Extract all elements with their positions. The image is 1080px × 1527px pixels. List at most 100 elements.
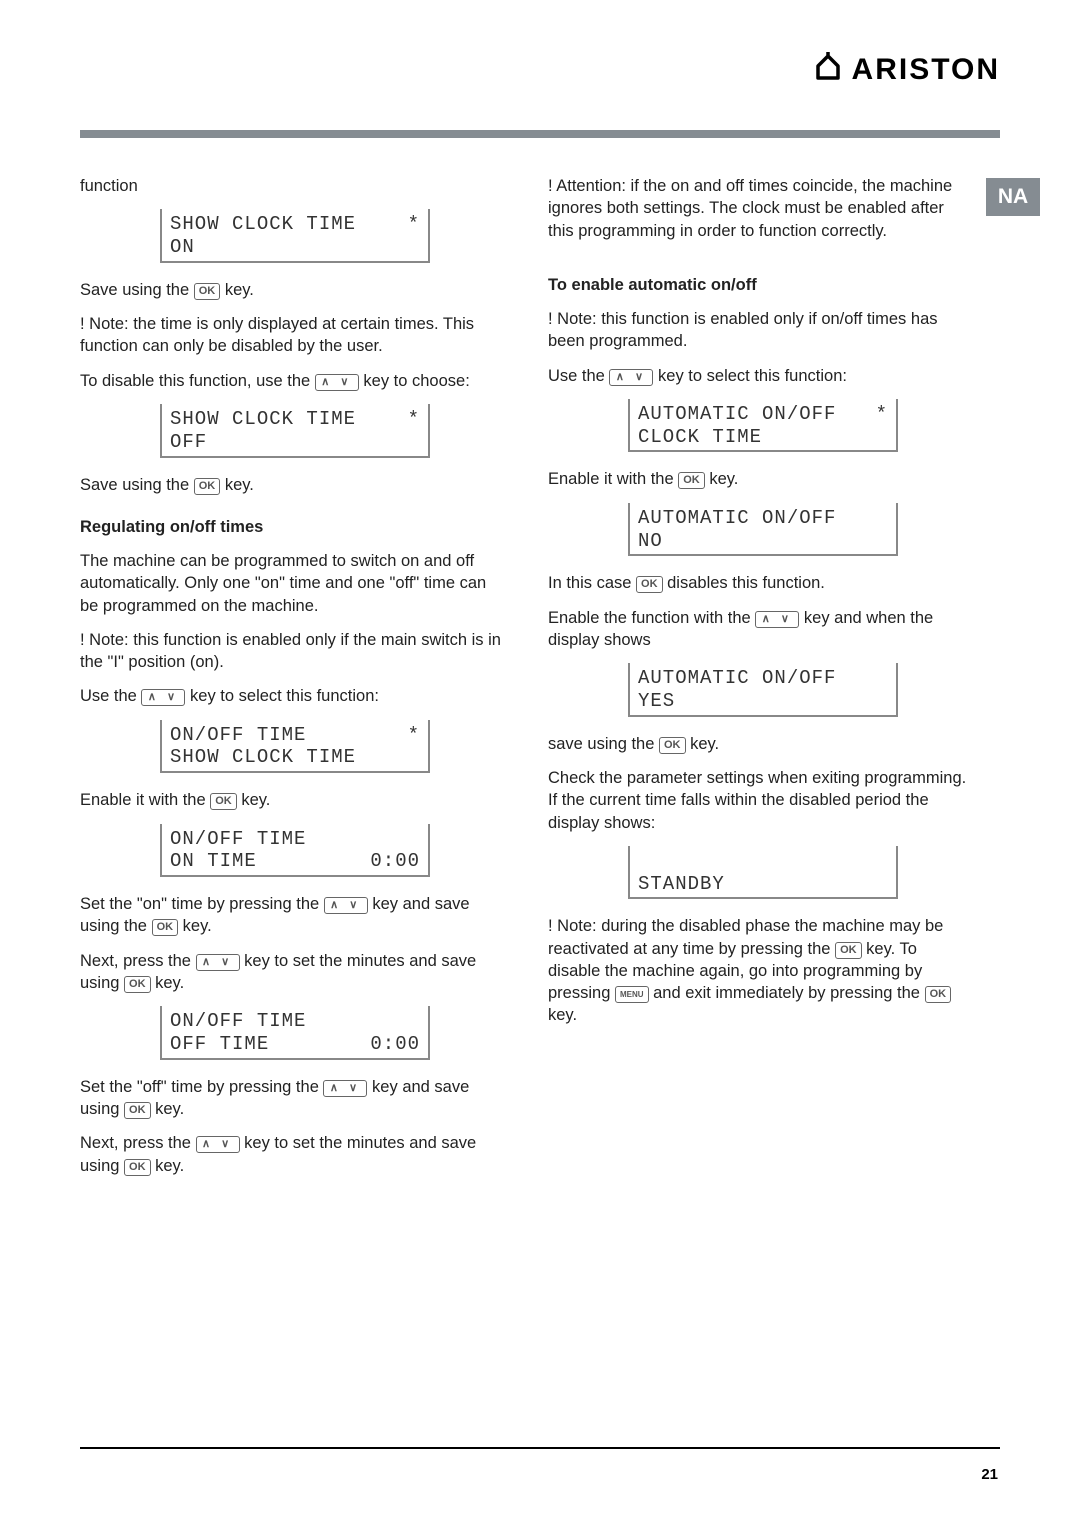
lcd-line: ON/OFF TIME (170, 1010, 306, 1033)
na-badge: NA (986, 178, 1040, 216)
t: key. (151, 974, 185, 992)
ok-key-icon: OK (194, 478, 221, 495)
footer-rule (80, 1447, 1000, 1449)
t: key. (705, 470, 739, 488)
header-rule (80, 130, 1000, 138)
text: Use the ∧ ∨ key to select this function: (548, 365, 970, 387)
text: Set the "off" time by pressing the ∧ ∨ k… (80, 1076, 502, 1121)
arrows-key-icon: ∧ ∨ (196, 1136, 240, 1153)
t: Use the (548, 367, 609, 385)
lcd-line: OFF TIME (170, 1033, 269, 1056)
lcd-display: SHOW CLOCK TIME* OFF (160, 404, 430, 458)
lcd-line: CLOCK TIME (638, 426, 762, 449)
t: In this case (548, 574, 636, 592)
text: To disable this function, use the ∧ ∨ ke… (80, 370, 502, 392)
text: ! Attention: if the on and off times coi… (548, 175, 970, 242)
text: Check the parameter settings when exitin… (548, 767, 970, 834)
text: Use the ∧ ∨ key to select this function: (80, 685, 502, 707)
t: and exit immediately by pressing the (649, 984, 925, 1002)
text: ! Note: the time is only displayed at ce… (80, 313, 502, 358)
lcd-display: SHOW CLOCK TIME * ON (160, 209, 430, 263)
t: key to choose: (359, 372, 470, 390)
lcd-line: STANDBY (638, 873, 725, 896)
t: key. (237, 791, 271, 809)
house-icon (814, 52, 842, 88)
ok-key-icon: OK (124, 976, 151, 993)
t: key. (220, 281, 254, 299)
ok-key-icon: OK (835, 942, 862, 959)
t: Use the (80, 687, 141, 705)
lcd-line: AUTOMATIC ON/OFF (638, 667, 836, 690)
ok-key-icon: OK (636, 576, 663, 593)
lcd-line: ON (170, 236, 195, 259)
t: Enable the function with the (548, 609, 755, 627)
text: Save using the OK key. (80, 474, 502, 496)
arrows-key-icon: ∧ ∨ (141, 689, 185, 706)
lcd-line: ON TIME (170, 850, 257, 873)
arrows-key-icon: ∧ ∨ (609, 369, 653, 386)
text: Set the "on" time by pressing the ∧ ∨ ke… (80, 893, 502, 938)
right-column: ! Attention: if the on and off times coi… (548, 175, 970, 1189)
t: key. (178, 917, 212, 935)
text: Enable it with the OK key. (548, 468, 970, 490)
lcd-val: 0:00 (370, 1033, 420, 1056)
brand-text: ARISTON (852, 53, 1000, 87)
t: disables this function. (663, 574, 825, 592)
lcd-display: STANDBY (628, 846, 898, 900)
text: Enable it with the OK key. (80, 789, 502, 811)
lcd-line: SHOW CLOCK TIME (170, 213, 356, 236)
lcd-line: OFF (170, 431, 207, 454)
text: Save using the OK key. (80, 279, 502, 301)
text: Next, press the ∧ ∨ key to set the minut… (80, 1132, 502, 1177)
text: Enable the function with the ∧ ∨ key and… (548, 607, 970, 652)
menu-key-icon: MENU (615, 986, 649, 1003)
t: key. (220, 476, 254, 494)
lcd-star: * (876, 403, 888, 426)
lcd-line: NO (638, 530, 663, 553)
ok-key-icon: OK (194, 283, 221, 300)
arrows-key-icon: ∧ ∨ (315, 374, 359, 391)
t: Next, press the (80, 1134, 196, 1152)
ok-key-icon: OK (210, 793, 237, 810)
lcd-star: * (408, 408, 420, 431)
text: ! Note: this function is enabled only if… (80, 629, 502, 674)
t: Next, press the (80, 952, 196, 970)
lcd-display: AUTOMATIC ON/OFF NO (628, 503, 898, 557)
arrows-key-icon: ∧ ∨ (196, 954, 240, 971)
ok-key-icon: OK (678, 472, 705, 489)
t: key. (151, 1100, 185, 1118)
t: key. (548, 1006, 577, 1024)
arrows-key-icon: ∧ ∨ (323, 1080, 367, 1097)
text: ! Note: during the disabled phase the ma… (548, 915, 970, 1026)
text: ! Note: this function is enabled only if… (548, 308, 970, 353)
t: Set the "on" time by pressing the (80, 895, 324, 913)
text: save using the OK key. (548, 733, 970, 755)
lcd-line: YES (638, 690, 675, 713)
t: key. (151, 1157, 185, 1175)
brand-logo: ARISTON (814, 52, 1000, 88)
ok-key-icon: OK (925, 986, 952, 1003)
text: In this case OK disables this function. (548, 572, 970, 594)
t: Save using the (80, 281, 194, 299)
t: key to select this function: (185, 687, 379, 705)
heading: To enable automatic on/off (548, 274, 970, 296)
t: Set the "off" time by pressing the (80, 1078, 323, 1096)
lcd-display: AUTOMATIC ON/OFF * CLOCK TIME (628, 399, 898, 453)
t: Save using the (80, 476, 194, 494)
lcd-line: ON/OFF TIME (170, 828, 306, 851)
arrows-key-icon: ∧ ∨ (755, 611, 799, 628)
page-number: 21 (981, 1466, 998, 1483)
lcd-val: 0:00 (370, 850, 420, 873)
lcd-line: AUTOMATIC ON/OFF (638, 507, 836, 530)
lcd-star: * (408, 724, 420, 747)
lcd-star: * (408, 213, 420, 236)
t: key to select this function: (653, 367, 847, 385)
ok-key-icon: OK (659, 737, 686, 754)
t: Enable it with the (548, 470, 678, 488)
text: The machine can be programmed to switch … (80, 550, 502, 617)
lcd-line: AUTOMATIC ON/OFF (638, 403, 836, 426)
lcd-line (638, 850, 650, 873)
ok-key-icon: OK (152, 919, 179, 936)
lcd-line: ON/OFF TIME (170, 724, 306, 747)
arrows-key-icon: ∧ ∨ (324, 897, 368, 914)
